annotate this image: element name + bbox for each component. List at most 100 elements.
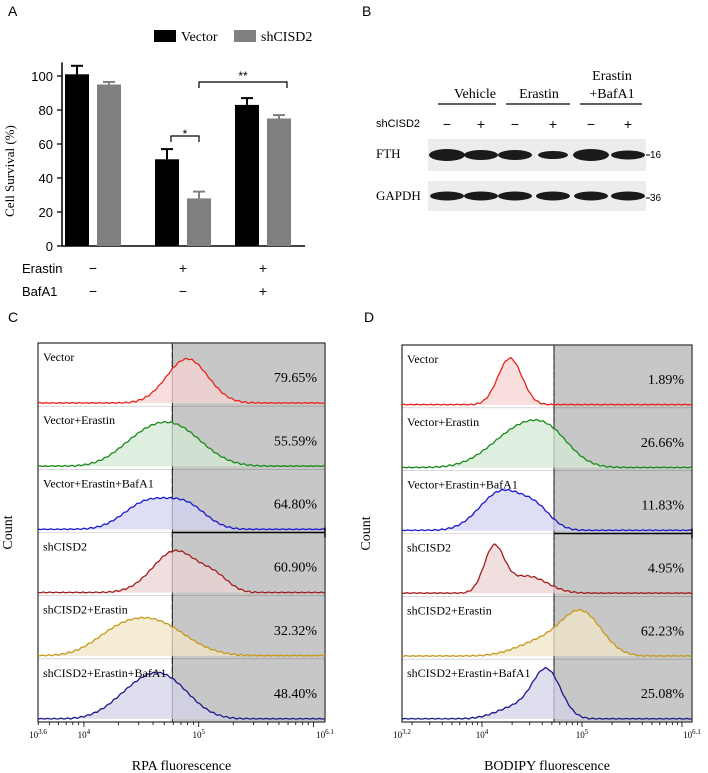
histogram-fill [402, 667, 692, 719]
lane-sign: − [587, 116, 595, 132]
histogram-rpa: Vector 79.65% Vector+Erastin 55.59% Vector+E… [1, 342, 334, 773]
y-tick-label: 40 [39, 171, 53, 186]
panel-label-a: A [8, 3, 18, 19]
track-label: Vector [43, 350, 74, 364]
lane-sign: + [549, 116, 557, 132]
x-axis-label: RPA fluorescence [132, 759, 231, 773]
track-label: Vector [407, 352, 438, 366]
band-gapdh [464, 191, 498, 201]
y-tick-label: 80 [39, 103, 53, 118]
track-label: shCISD2+Erastin [407, 603, 492, 617]
band-fth [464, 150, 498, 160]
histogram-fill [38, 421, 325, 467]
track-value: 1.89% [648, 373, 685, 388]
bar-shcisd2 [97, 84, 121, 246]
condition-sign: + [259, 260, 267, 276]
lane-sign: + [477, 116, 485, 132]
band-gapdh [430, 191, 464, 201]
y-tick-label: 0 [46, 239, 53, 254]
condition-label-bafa1: BafA1 [22, 284, 57, 299]
condition-sign: − [179, 283, 187, 299]
significance-bracket [198, 81, 288, 88]
band-fth [429, 149, 465, 161]
histogram-curve [38, 616, 325, 657]
x-tick-label: 104 [476, 728, 489, 740]
condition-sign: + [259, 283, 267, 299]
lane-sign: − [511, 116, 519, 132]
blot-signs: − + − + − + [443, 116, 632, 132]
track-label: shCISD2 [407, 541, 451, 555]
panel-label-b: B [362, 3, 371, 19]
legend-label-shcisd2: shCISD2 [261, 30, 312, 45]
track-label: shCISD2+Erastin [43, 603, 128, 617]
blot-group-vehicle: Vehicle [454, 87, 496, 102]
blot-row-gapdh: GAPDH [376, 188, 421, 203]
bar-vector [65, 74, 89, 246]
mw-marker-fth: 16 [650, 150, 662, 161]
band-gapdh [498, 191, 532, 201]
blot-group-erastin-bafa1-line2: +BafA1 [589, 87, 634, 102]
track-label: Vector+Erastin+BafA1 [407, 478, 518, 492]
x-tick-label: 105 [576, 728, 589, 740]
blot-bands [429, 149, 645, 201]
track-value: 64.80% [274, 497, 318, 512]
band-gapdh [574, 191, 608, 201]
y-tick-label: 60 [39, 137, 53, 152]
track-label: Vector+Erastin [407, 415, 479, 429]
track-value: 48.40% [274, 687, 318, 702]
bar-shcisd2 [187, 198, 211, 246]
track-label: shCISD2+Erastin+BafA1 [43, 666, 167, 680]
bar-vector [235, 104, 259, 247]
lane-sign: − [443, 116, 451, 132]
blot-group-erastin-bafa1-line1: Erastin [592, 69, 632, 84]
condition-label-erastin: Erastin [22, 261, 62, 276]
x-tick-label: 103.2 [393, 728, 411, 740]
track-value: 32.32% [274, 624, 318, 639]
histogram-curve [401, 666, 693, 720]
histogram-curve [402, 608, 692, 657]
bar-vector [155, 159, 179, 246]
y-axis-label: Cell Survival (%) [2, 125, 17, 217]
mw-marker-gapdh: 36 [650, 193, 662, 204]
histogram-curve [401, 356, 693, 406]
significance-bracket [170, 135, 200, 142]
track-value: 26.66% [641, 436, 685, 451]
histogram-curve [401, 418, 693, 469]
bar-chart: 0 20 40 60 80 100 Cell Survival (%) Vector shCIS… [2, 30, 312, 299]
y-axis-label: Count [359, 516, 374, 550]
histogram-fill [38, 549, 325, 593]
significance-star: * [183, 127, 188, 141]
legend-label-vector: Vector [181, 30, 218, 45]
x-tick-label: 103.6 [29, 728, 47, 740]
x-tick-label: 104 [78, 728, 91, 740]
shcisd2-row-label: shCISD2 [376, 118, 420, 130]
histogram-curve [37, 496, 326, 531]
histogram-bodipy: Vector 1.89% Vector+Erastin 26.66% Vector+Er… [359, 344, 701, 773]
histogram-fill [38, 497, 325, 530]
condition-sign: − [89, 283, 97, 299]
blot-group-erastin: Erastin [519, 87, 559, 102]
band-gapdh [536, 191, 570, 201]
lane-sign: + [624, 116, 632, 132]
x-tick-label: 106.1 [316, 728, 334, 740]
western-blot: Vehicle Erastin Erastin +BafA1 shCISD2 −… [376, 69, 662, 211]
condition-sign: + [179, 260, 187, 276]
band-fth [538, 151, 568, 159]
significance-star: ** [238, 69, 248, 83]
histogram-fill [38, 358, 325, 404]
histogram-fill [402, 419, 692, 468]
histogram-fill [402, 544, 692, 594]
band-fth [498, 150, 532, 160]
track-value: 79.65% [274, 371, 318, 386]
x-axis-label: BODIPY fluorescence [484, 759, 610, 773]
track-value: 62.23% [641, 624, 685, 639]
panel-label-c: C [8, 309, 18, 325]
histogram-curve [37, 549, 325, 594]
panel-label-d: D [364, 309, 374, 325]
track-value: 25.08% [641, 687, 685, 702]
histogram-fill [38, 672, 325, 719]
y-tick-label: 100 [31, 69, 53, 84]
x-tick-label: 105 [192, 728, 205, 740]
track-value: 11.83% [641, 499, 684, 514]
track-value: 55.59% [274, 434, 318, 449]
